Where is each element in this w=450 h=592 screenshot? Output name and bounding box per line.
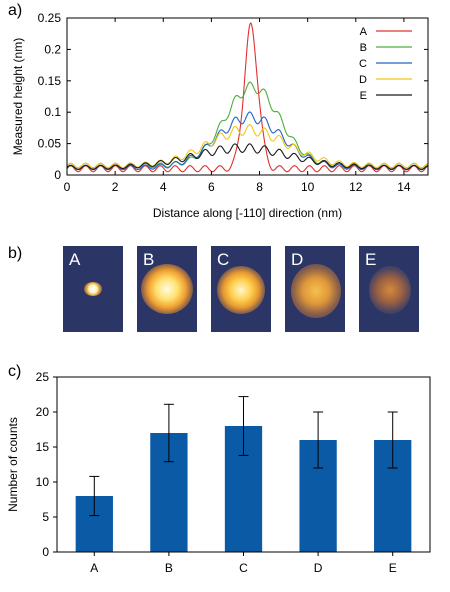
stm-image-label: C [217,250,230,269]
x-tick-label: C [239,561,248,575]
y-tick-label: 0.15 [38,74,62,88]
legend-label-e: E [360,90,367,102]
x-tick-label: 8 [256,180,263,194]
y-tick-label: 0.25 [38,11,62,25]
y-tick-label: 0.1 [44,105,61,119]
bright-spot [84,282,102,296]
stm-image-b: B [137,246,197,332]
counts-bar-chart: A B C D E 0 5 10 15 20 25 Number of counts [6,370,431,575]
y-axis-label: Measured height (nm) [11,38,25,155]
x-tick-label: 6 [208,180,215,194]
plot-frame [66,17,429,176]
y-axis-label: Number of counts [6,417,20,512]
bright-spot [291,264,341,318]
stm-image-d: D [285,246,345,332]
y-tick-label: 0.05 [38,137,62,151]
stm-image-row: A B C D E [0,246,450,336]
series-line-d [66,124,429,169]
legend-label-c: C [359,58,367,70]
y-tick-label: 5 [42,510,49,524]
legend-label-a: A [360,26,368,38]
y-tick-label: 10 [36,475,50,489]
y-tick-label: 0 [54,168,61,182]
stm-image-label: E [365,250,377,269]
stm-image-a: A [63,246,123,332]
x-tick-label: 12 [349,180,363,194]
series-line-a [66,22,429,173]
x-tick-label: E [389,561,397,575]
x-tick-label: 0 [64,180,71,194]
x-axis-label: Distance along [-110] direction (nm) [153,206,342,220]
y-tick-label: 0 [42,545,49,559]
series-line-b [66,81,429,169]
x-tick-label: D [314,561,323,575]
stm-image-c: C [211,246,271,332]
stm-image-label: D [291,250,304,269]
x-tick-label: B [165,561,173,575]
panel-label-a: a) [8,2,23,19]
bright-spot [369,266,411,314]
legend-label-b: B [360,42,367,54]
x-tick-label: 10 [301,180,315,194]
y-tick-label: 20 [36,405,50,419]
x-tick-label: A [90,561,98,575]
stm-image-label: B [143,250,155,269]
panel-label-b: b) [8,245,23,262]
stm-image-label: A [69,250,81,269]
y-tick-label: 25 [36,370,50,384]
x-tick-label: 4 [160,180,167,194]
bright-spot [141,264,193,314]
x-tick-label: 14 [397,180,411,194]
series-line-e [66,143,429,170]
legend-label-d: D [359,74,367,86]
stm-image-e: E [359,246,419,332]
x-tick-label: 2 [112,180,119,194]
y-tick-label: 15 [36,440,50,454]
series-line-c [66,111,429,171]
bright-spot [217,266,265,314]
y-tick-label: 0.2 [44,42,61,56]
panel-label-c: c) [8,363,22,380]
